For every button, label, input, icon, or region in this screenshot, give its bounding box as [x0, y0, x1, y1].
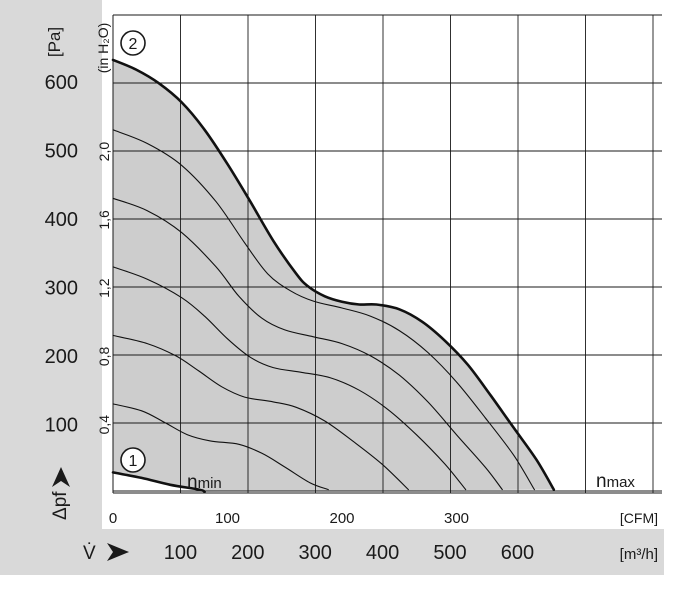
- curve-speed-2: [112, 197, 503, 491]
- left-axis-arrow-icon: [52, 467, 70, 487]
- x-axis-cfm-tick-label: 300: [444, 510, 469, 527]
- x-axis-cfm-tick-label: 0: [109, 510, 117, 527]
- curve-nmin: [111, 471, 206, 493]
- marker-1-label: 1: [129, 453, 138, 470]
- x-axis-cfm-tick-label: 100: [215, 510, 240, 527]
- marker-2-label: 2: [129, 36, 138, 53]
- operating-region: [113, 59, 554, 492]
- marker-2-circle: [120, 30, 146, 56]
- marker-1: 1: [120, 447, 146, 473]
- inner-axis-tick-label: 2,0: [96, 142, 112, 162]
- left-axis-tick-label: 300: [45, 277, 78, 299]
- x-axis-cfm-unit: [CFM]: [620, 510, 658, 526]
- left-axis-tick-label: 200: [45, 346, 78, 368]
- x-axis-m3h-tick-label: 200: [231, 542, 264, 564]
- left-axis-symbol: Δpf: [50, 491, 71, 520]
- inner-axis-tick-label: 1,6: [96, 210, 112, 230]
- left-axis-tick-label: 400: [45, 209, 78, 231]
- left-axis-tick-label: 600: [45, 72, 78, 94]
- left-axis-unit: [Pa]: [45, 27, 64, 57]
- x-axis-m3h-tick-label: 400: [366, 542, 399, 564]
- inner-axis-unit: (in H₂O): [95, 23, 111, 74]
- x-axis-m3h-tick-label: 100: [164, 542, 197, 564]
- left-frame: [0, 0, 102, 575]
- x-axis-arrow-icon: [107, 543, 129, 561]
- x-axis-m3h-tick-label: 500: [433, 542, 466, 564]
- curve-nmax: [111, 58, 556, 491]
- curve-speed-3: [112, 266, 467, 491]
- x-axis-m3h-tick-label: 600: [501, 542, 534, 564]
- curve-speed-4: [112, 334, 409, 491]
- x-axis-m3h-symbol: V̇: [83, 543, 96, 564]
- nmax-label: nmax: [596, 471, 635, 492]
- inner-axis-tick-label: 1,2: [96, 278, 112, 298]
- bottom-frame: [0, 529, 664, 575]
- marker-2: 2: [120, 30, 146, 56]
- left-axis-tick-label: 100: [45, 415, 78, 437]
- inner-axis-tick-label: 0,8: [96, 346, 112, 366]
- plot-area: 0,4 0,8 1,2 1,6 2,0 0 100 200 300 nmin nmax: [96, 14, 662, 527]
- curve-speed-5: [112, 403, 329, 491]
- x-axis-m3h-unit: [m³/h]: [620, 546, 658, 563]
- inner-axis-tick-label: 0,4: [96, 415, 112, 435]
- left-axis-tick-label: 500: [45, 140, 78, 162]
- x-axis-cfm-tick-label: 200: [329, 510, 354, 527]
- x-axis-m3h-tick-label: 300: [299, 542, 332, 564]
- nmin-label: nmin: [187, 472, 222, 493]
- marker-1-circle: [120, 447, 146, 473]
- curve-speed-1: [112, 129, 535, 491]
